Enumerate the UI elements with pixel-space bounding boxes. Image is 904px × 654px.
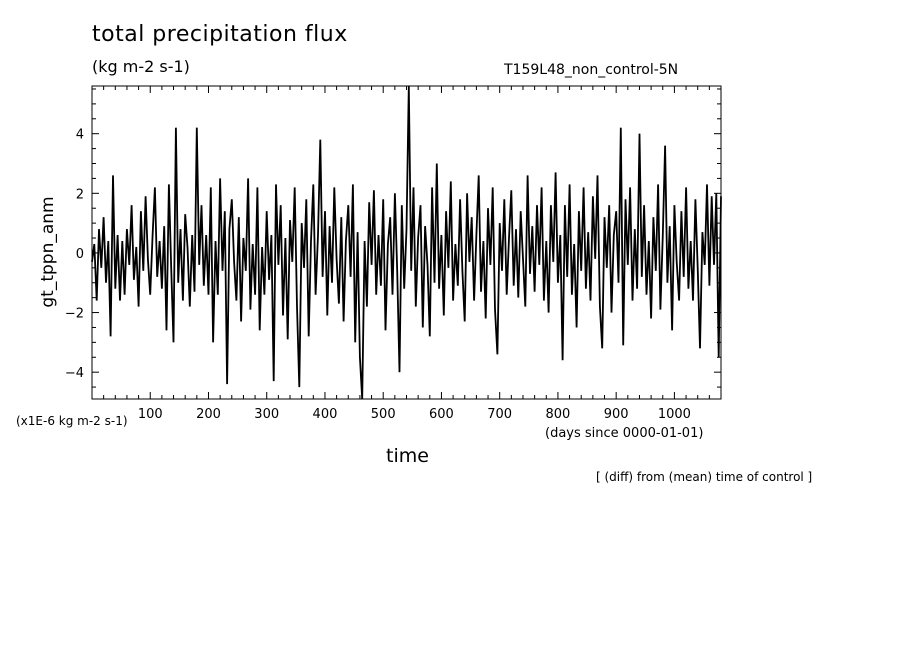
x-tick-label: 600 bbox=[429, 407, 454, 422]
x-tick-label: 300 bbox=[254, 407, 279, 422]
y-tick-label: −2 bbox=[65, 307, 84, 322]
y-tick-label: 4 bbox=[76, 128, 84, 143]
y-tick-label: 2 bbox=[76, 187, 84, 202]
x-tick-label: 700 bbox=[487, 407, 512, 422]
x-tick-label: 200 bbox=[196, 407, 221, 422]
y-tick-label: 0 bbox=[76, 247, 84, 262]
plot-area: 100 200 300 400 500 600 700 800 900 1000 −4 −2 0 2 4 bbox=[65, 85, 722, 422]
x-tick-label: 900 bbox=[604, 407, 629, 422]
series-line bbox=[91, 85, 722, 400]
x-tick-label: 100 bbox=[138, 407, 163, 422]
y-tick-label: −4 bbox=[65, 366, 84, 381]
x-tick-label: 400 bbox=[313, 407, 338, 422]
x-tick-label: 1000 bbox=[658, 407, 691, 422]
x-tick-label: 800 bbox=[546, 407, 571, 422]
scale-note: (x1E-6 kg m-2 s-1) bbox=[16, 414, 128, 428]
footer-note: [ (diff) from (mean) time of control ] bbox=[596, 470, 813, 484]
x-tick-label: 500 bbox=[371, 407, 396, 422]
chart-title: total precipitation flux bbox=[92, 22, 348, 47]
chart-units: (kg m-2 s-1) bbox=[92, 57, 190, 76]
run-name: T159L48_non_control-5N bbox=[504, 62, 679, 78]
x-axis-units: (days since 0000-01-01) bbox=[545, 426, 704, 441]
x-axis-label: time bbox=[386, 445, 429, 467]
